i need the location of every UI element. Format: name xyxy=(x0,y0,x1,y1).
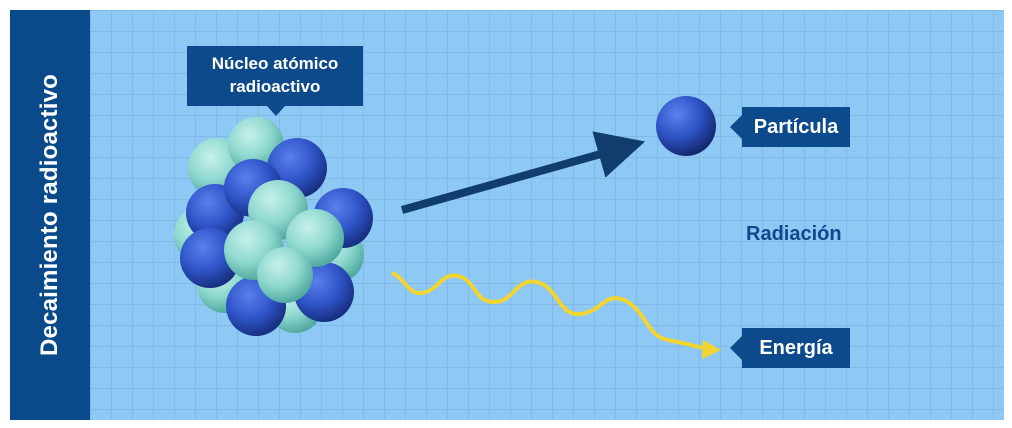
particle-tag: Partícula xyxy=(730,107,850,147)
particle-arrow xyxy=(400,131,646,214)
nucleus-label-line2: radioactivo xyxy=(229,77,321,96)
nucleus-label: Núcleo atómico radioactivo xyxy=(187,46,363,116)
energy-wave-arrow xyxy=(391,271,721,359)
energy-tag: Energía xyxy=(730,328,850,368)
radiation-label: Radiación xyxy=(746,223,842,245)
diagram-frame: Decaimiento radioactivo xyxy=(10,10,1004,420)
nucleon-neutron xyxy=(257,247,313,303)
side-bar: Decaimiento radioactivo xyxy=(10,10,90,420)
emitted-particle xyxy=(656,96,716,156)
particle-label: Partícula xyxy=(753,116,839,138)
nucleus-label-line1: Núcleo atómico xyxy=(211,54,339,73)
energy-label: Energía xyxy=(759,337,833,359)
diagram-art xyxy=(174,96,721,359)
atomic-nucleus xyxy=(174,117,373,336)
